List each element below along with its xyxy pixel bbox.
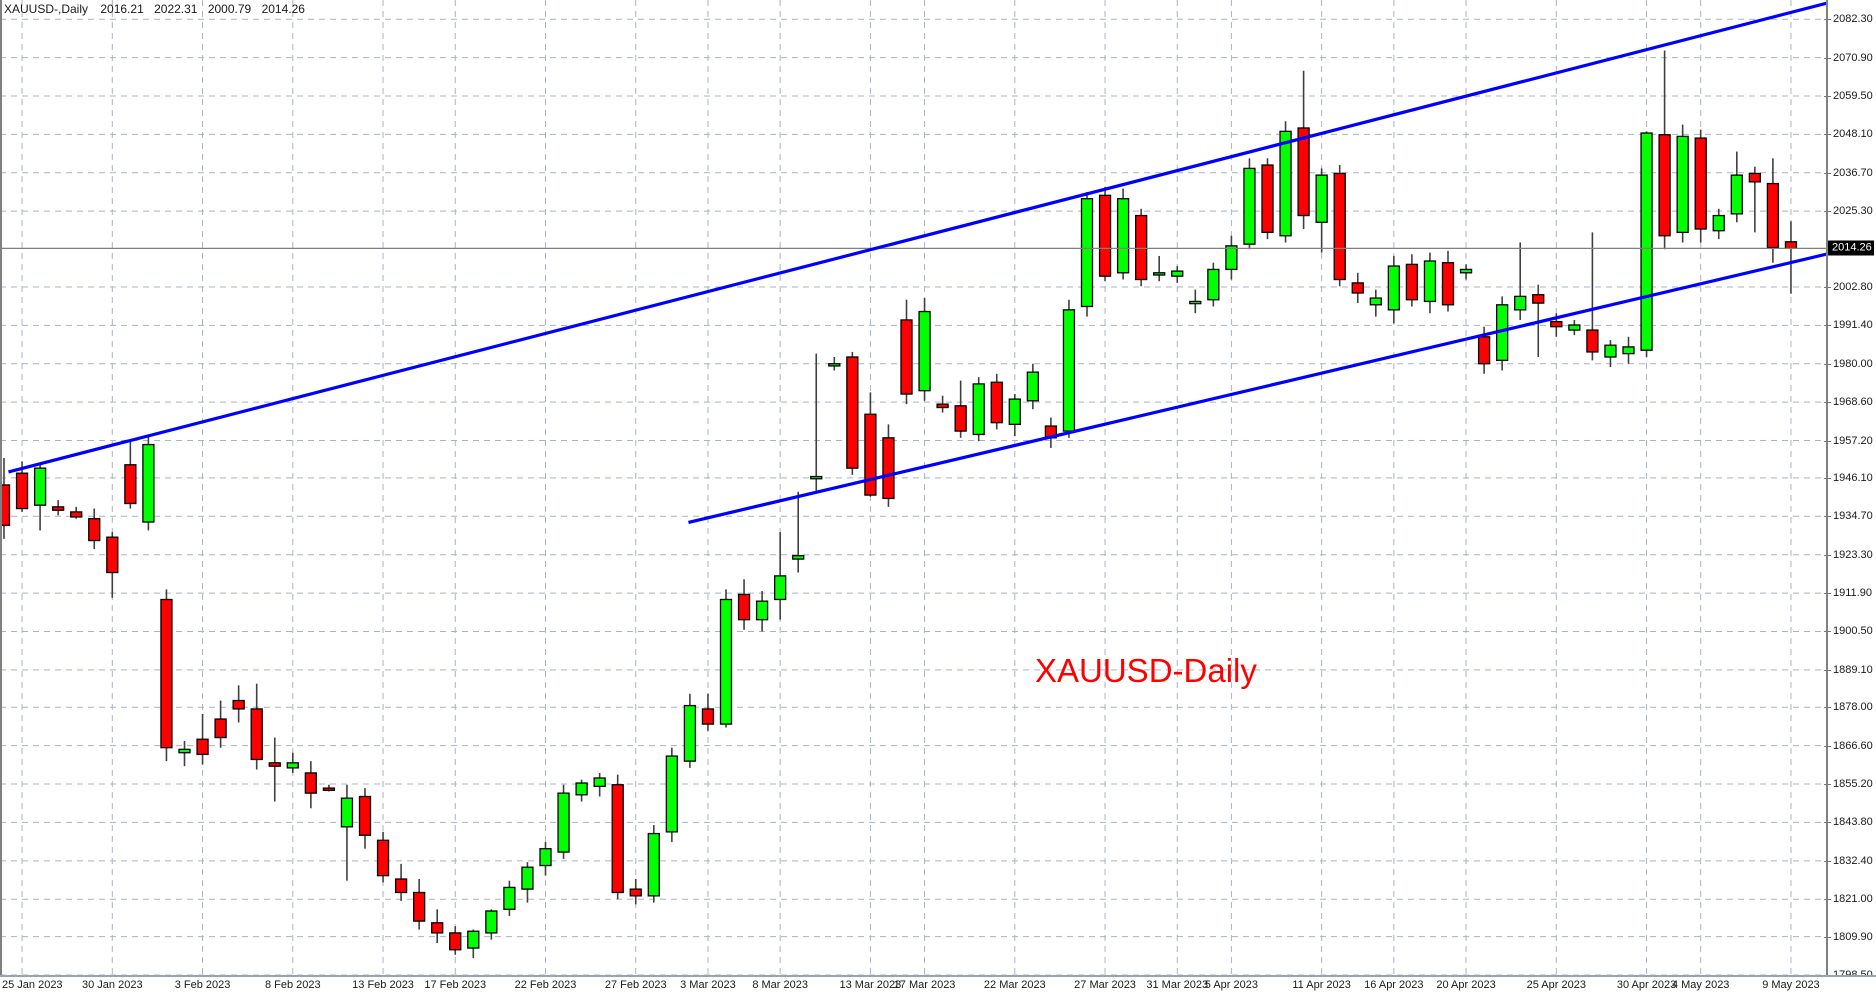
ohlc-high: 2022.31 (154, 2, 198, 16)
price-tick (1824, 707, 1831, 709)
date-tick-label: 27 Feb 2023 (604, 979, 667, 991)
price-tick-label: 1980.00 (1833, 357, 1873, 370)
price-tick-label: 1843.80 (1833, 816, 1873, 829)
date-tick-label: 27 Mar 2023 (1074, 979, 1136, 991)
price-tick-label: 2002.80 (1833, 280, 1873, 293)
date-tick-label: 20 Apr 2023 (1436, 979, 1496, 991)
date-tick-label: 3 Feb 2023 (174, 979, 231, 991)
price-tick (1824, 134, 1831, 136)
date-tick-label: 13 Mar 2023 (839, 979, 902, 991)
price-tick (1824, 363, 1831, 365)
price-tick-label: 1821.00 (1833, 893, 1873, 906)
date-tick-label: 5 Apr 2023 (1204, 979, 1258, 991)
price-tick (1824, 95, 1831, 97)
price-tick-label: 2048.10 (1833, 128, 1873, 141)
price-tick (1824, 19, 1831, 21)
price-tick-label: 2059.50 (1833, 89, 1873, 102)
price-tick (1824, 440, 1831, 442)
date-tick-label: 17 Feb 2023 (424, 979, 487, 991)
price-tick-label: 2036.70 (1833, 166, 1873, 179)
chart-left-border (0, 0, 2, 975)
date-tick-label: 25 Apr 2023 (1526, 979, 1586, 991)
price-tick-label: 1889.10 (1833, 663, 1873, 676)
price-tick-label: 1878.00 (1833, 701, 1873, 714)
current-price-tag: 2014.26 (1828, 240, 1874, 256)
price-tick (1824, 325, 1831, 327)
chart-plot-area[interactable]: XAUUSD-Daily (0, 0, 1826, 975)
date-tick-label: 31 Mar 2023 (1146, 979, 1209, 991)
date-tick-label: 16 Apr 2023 (1364, 979, 1424, 991)
date-tick-label: 17 Mar 2023 (893, 979, 956, 991)
price-tick-label: 2070.90 (1833, 51, 1873, 64)
price-tick (1824, 593, 1831, 595)
date-tick-label: 11 Apr 2023 (1292, 979, 1351, 991)
date-tick-label: 22 Mar 2023 (983, 979, 1046, 991)
date-tick-label: 8 Mar 2023 (752, 979, 808, 991)
price-tick-label: 1832.40 (1833, 854, 1873, 867)
date-tick-label: 9 May 2023 (1762, 979, 1820, 991)
price-tick (1824, 669, 1831, 671)
candlestick-series (0, 50, 1798, 959)
ohlc-low: 2000.79 (207, 2, 252, 16)
price-tick (1824, 172, 1831, 174)
ohlc-close: 2014.26 (261, 2, 305, 16)
date-tick-label: 4 May 2023 (1671, 979, 1730, 991)
price-tick (1824, 477, 1831, 479)
price-tick (1824, 822, 1831, 824)
price-tick (1824, 57, 1831, 59)
price-tick (1824, 554, 1831, 556)
date-tick-label: 3 Mar 2023 (680, 979, 736, 991)
price-tick (1824, 899, 1831, 901)
price-tick-label: 1866.60 (1833, 739, 1873, 752)
time-scale[interactable]: 25 Jan 2023 30 Jan 2023 3 Feb 2023 8 Feb 20… (0, 975, 1876, 997)
price-tick-label: 1911.90 (1833, 587, 1872, 600)
date-tick-label: 13 Feb 2023 (352, 979, 414, 991)
ohlc-values: 2016.21 2022.31 2000.79 2014.26 (100, 2, 312, 16)
price-tick (1824, 211, 1831, 213)
price-tick (1824, 631, 1831, 633)
date-tick-label: 25 Jan 2023 (2, 979, 63, 991)
price-tick-label: 1957.20 (1833, 434, 1873, 447)
price-tick-label: 2082.30 (1833, 13, 1873, 26)
price-scale[interactable]: 2014.26 2082.30 2070.90 2059.50 2048.10 2036… (1824, 0, 1876, 981)
price-tick-label: 1968.60 (1833, 396, 1873, 409)
price-tick-label: 1991.40 (1833, 319, 1873, 332)
price-tick-label: 1855.20 (1833, 778, 1873, 791)
symbol-period-label: XAUUSD-,Daily (4, 2, 89, 16)
price-tick-label: 1934.70 (1833, 510, 1873, 523)
price-tick-label: 1946.10 (1833, 471, 1873, 484)
price-tick (1824, 784, 1831, 786)
date-tick-label: 30 Jan 2023 (82, 979, 143, 991)
drawing-tools-layer[interactable] (0, 0, 1826, 975)
date-tick-label: 22 Feb 2023 (514, 979, 577, 991)
price-tick (1824, 286, 1831, 288)
price-tick (1824, 936, 1831, 938)
quote-ohlc-header: XAUUSD-,Daily 2016.21 2022.31 2000.79 20… (4, 2, 312, 16)
price-tick (1824, 860, 1831, 862)
price-tick (1824, 516, 1831, 518)
price-tick-label: 1900.50 (1833, 625, 1873, 638)
price-tick (1824, 402, 1831, 404)
price-tick-label: 2025.30 (1833, 205, 1873, 218)
chart-watermark-label: XAUUSD-Daily (1035, 652, 1257, 689)
price-tick (1824, 745, 1831, 747)
ohlc-open: 2016.21 (100, 2, 144, 16)
price-tick-label: 1923.30 (1833, 548, 1873, 561)
date-tick-label: 30 Apr 2023 (1616, 979, 1677, 991)
date-tick-label: 8 Feb 2023 (264, 979, 321, 991)
price-tick-label: 1809.90 (1833, 930, 1873, 943)
